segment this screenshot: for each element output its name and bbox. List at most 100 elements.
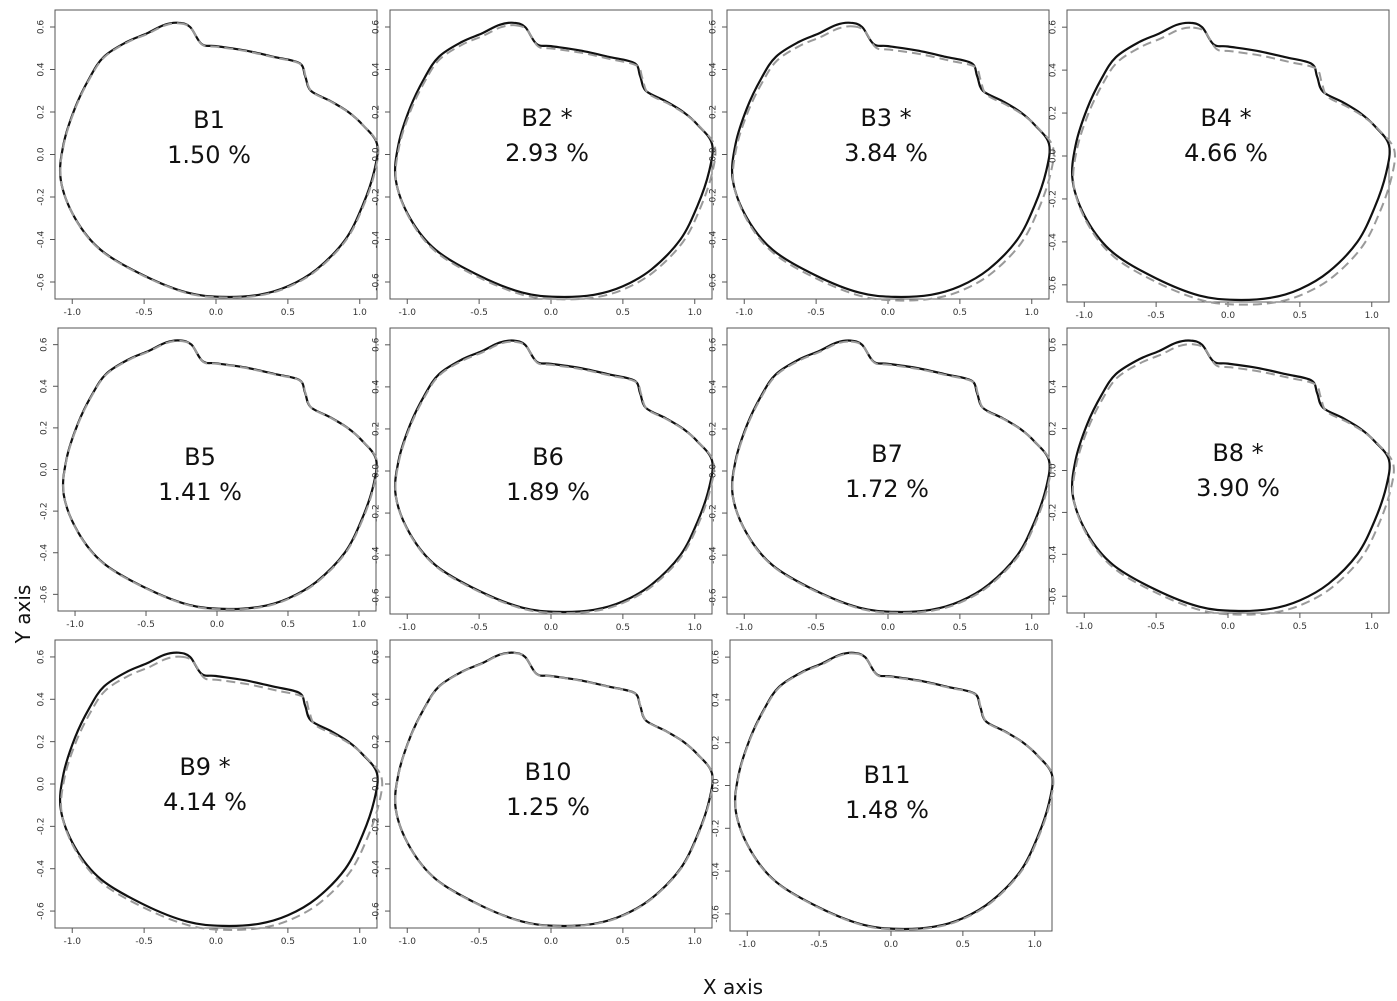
y-tick-label: 0.2 <box>1049 106 1059 120</box>
y-tick-label: 0.4 <box>37 692 47 707</box>
y-tick-label: 0.0 <box>712 778 722 793</box>
y-tick-label: 0.2 <box>709 422 719 436</box>
y-tick-label: 0.0 <box>372 147 382 162</box>
x-tick-label: -0.5 <box>135 937 153 947</box>
panel-percent: 4.66 % <box>1184 139 1268 167</box>
x-tick-label: 0.5 <box>953 623 967 633</box>
y-tick-label: -0.6 <box>40 585 50 603</box>
y-tick-label: -0.4 <box>372 230 382 248</box>
y-tick-label: 0.0 <box>709 464 719 479</box>
y-tick-label: 0.2 <box>37 105 47 119</box>
x-tick-label: 0.0 <box>209 308 224 318</box>
y-tick-label: 0.2 <box>372 734 382 748</box>
x-tick-label: 0.0 <box>881 308 896 318</box>
panel-b11: -1.0 -0.5 0.0 0.5 1.0 0.6 0.4 0.2 0.0 -0.2 -0.4 -0.… <box>712 639 1055 950</box>
outline-solid <box>1070 339 1391 613</box>
x-tick-label: -0.5 <box>135 308 153 318</box>
y-tick-label: -0.6 <box>372 902 382 920</box>
y-tick-label: 0.6 <box>709 337 719 352</box>
panel-percent: 1.50 % <box>167 141 251 169</box>
y-tick-label: -0.4 <box>37 230 47 248</box>
y-tick-label: 0.6 <box>37 20 47 35</box>
x-tick-label: 1.0 <box>1025 623 1040 633</box>
y-tick-label: 0.0 <box>372 777 382 792</box>
y-tick-label: 0.6 <box>37 650 47 665</box>
x-tick-label: -0.5 <box>470 623 488 633</box>
y-tick-label: 0.0 <box>372 464 382 479</box>
panel-b10: -1.0 -0.5 0.0 0.5 1.0 0.6 0.4 0.2 0.0 -0.2 -0.4 -0.… <box>372 639 715 947</box>
y-tick-label: -0.2 <box>709 504 719 522</box>
x-tick-label: 0.5 <box>953 308 967 318</box>
outline-solid <box>730 21 1051 299</box>
y-tick-label: -0.6 <box>37 902 47 920</box>
panel-percent: 3.84 % <box>844 139 928 167</box>
outline-dashed <box>394 651 715 928</box>
y-tick-label: -0.2 <box>712 820 722 838</box>
y-tick-label: 0.2 <box>1049 421 1059 435</box>
y-tick-label: 0.2 <box>40 421 50 435</box>
x-tick-label: -0.5 <box>1147 311 1165 321</box>
y-tick-label: 0.4 <box>37 62 47 77</box>
x-tick-label: -0.5 <box>137 620 155 630</box>
x-tick-label: -1.0 <box>398 937 416 947</box>
y-tick-label: 0.6 <box>709 20 719 35</box>
x-tick-label: 0.0 <box>1221 311 1236 321</box>
y-tick-label: -0.6 <box>372 273 382 291</box>
y-axis-title: Y axis <box>11 585 35 645</box>
x-tick-label: -0.5 <box>1147 622 1165 632</box>
x-tick-label: 1.0 <box>353 937 368 947</box>
x-tick-label: -0.5 <box>810 940 828 950</box>
plot-frame <box>726 327 1050 615</box>
panel-percent: 1.48 % <box>845 796 929 824</box>
y-tick-label: -0.2 <box>37 818 47 836</box>
y-tick-label: 0.6 <box>372 650 382 665</box>
panel-percent: 3.90 % <box>1196 474 1280 502</box>
x-tick-label: 0.0 <box>1221 622 1236 632</box>
y-tick-label: 0.6 <box>712 650 722 665</box>
y-tick-label: -0.6 <box>709 588 719 606</box>
outline-dashed <box>1071 343 1395 616</box>
x-tick-label: -1.0 <box>735 308 753 318</box>
panel-b6: -1.0 -0.5 0.0 0.5 1.0 0.6 0.4 0.2 0.0 -0.2 -0.4 -0.… <box>372 327 715 633</box>
y-tick-label: 0.4 <box>709 379 719 394</box>
y-tick-label: 0.4 <box>712 692 722 707</box>
y-tick-label: 0.0 <box>40 462 50 477</box>
outline-dashed <box>62 339 379 611</box>
y-tick-label: 0.6 <box>1049 337 1059 352</box>
y-tick-label: 0.2 <box>37 734 47 748</box>
y-tick-label: 0.6 <box>372 337 382 352</box>
y-tick-label: 0.6 <box>40 337 50 352</box>
x-axis-title: X axis <box>703 975 763 999</box>
x-tick-label: -0.5 <box>470 937 488 947</box>
x-tick-label: 0.0 <box>544 308 559 318</box>
x-tick-label: -1.0 <box>738 940 756 950</box>
panel-b1: -1.0 -0.5 0.0 0.5 1.0 0.6 0.4 0.2 0.0 -0.2 -0.4 -0.… <box>37 9 380 318</box>
y-tick-label: 0.0 <box>37 777 47 792</box>
panel-b4: -1.0 -0.5 0.0 0.5 1.0 0.6 0.4 0.2 0.0 -0.2 -0.4 -0.… <box>1049 9 1396 321</box>
y-tick-label: -0.4 <box>1049 233 1059 251</box>
plot-frame <box>389 327 713 615</box>
x-tick-label: 0.5 <box>281 620 295 630</box>
x-tick-label: 0.5 <box>616 937 630 947</box>
y-tick-label: -0.4 <box>709 546 719 564</box>
y-tick-label: -0.6 <box>712 905 722 923</box>
y-tick-label: 0.6 <box>372 20 382 35</box>
x-tick-label: 1.0 <box>1028 940 1043 950</box>
y-tick-label: 0.0 <box>1049 463 1059 478</box>
panel-b8: -1.0 -0.5 0.0 0.5 1.0 0.6 0.4 0.2 0.0 -0.2 -0.4 -0.… <box>1049 327 1395 632</box>
panel-b5: -1.0 -0.5 0.0 0.5 1.0 0.6 0.4 0.2 0.0 -0.2 -0.4 -0.… <box>40 327 379 630</box>
x-tick-label: -1.0 <box>63 308 81 318</box>
y-tick-label: -0.4 <box>712 862 722 880</box>
x-tick-label: -1.0 <box>1075 622 1093 632</box>
y-tick-label: -0.4 <box>372 546 382 564</box>
outline-dashed <box>731 25 1055 302</box>
x-tick-label: 0.0 <box>209 937 224 947</box>
x-tick-label: -1.0 <box>1075 311 1093 321</box>
outline-dashed <box>731 340 1052 614</box>
panel-name: B5 <box>184 443 216 471</box>
x-tick-label: 1.0 <box>1025 308 1040 318</box>
outline-dashed <box>60 655 384 931</box>
y-tick-label: 0.2 <box>372 105 382 119</box>
y-tick-label: 0.2 <box>712 736 722 750</box>
